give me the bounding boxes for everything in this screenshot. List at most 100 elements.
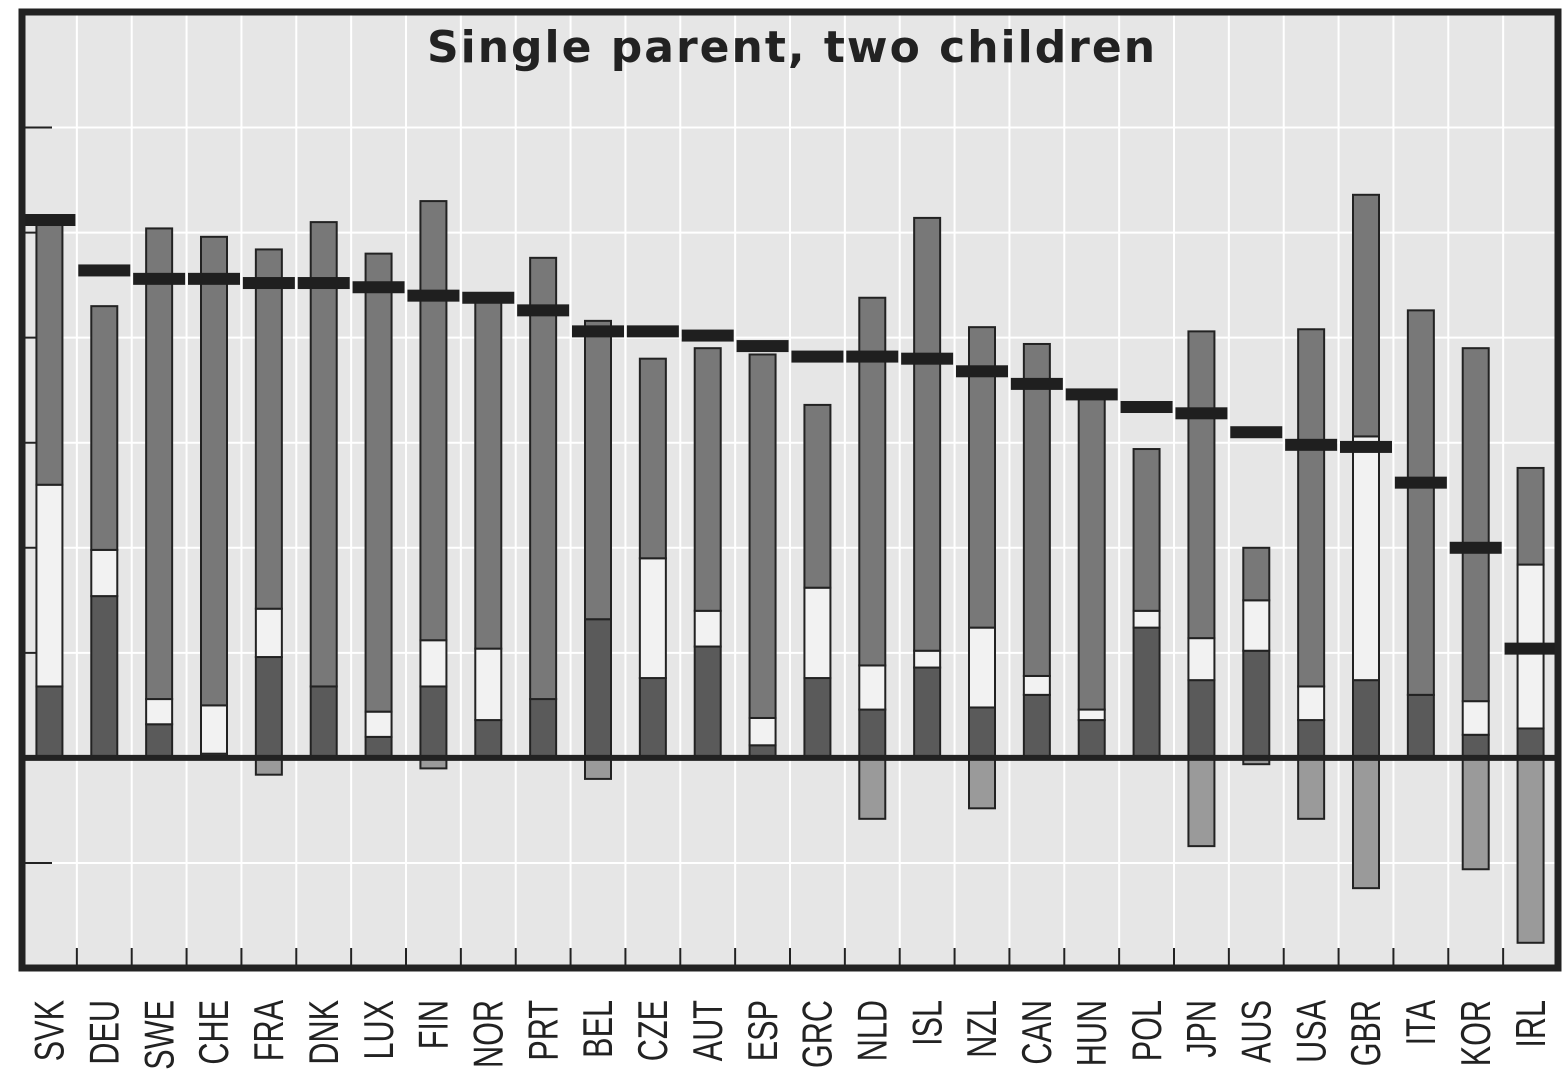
x-tick-label-hun: HUN xyxy=(1068,1000,1115,1066)
bar-segment-grc-s2 xyxy=(803,586,832,680)
total-marker-deu xyxy=(78,264,131,277)
total-marker-nor xyxy=(462,291,515,304)
bar-segment-svk-s3 xyxy=(35,214,64,486)
bar-segment-swe-s2 xyxy=(145,698,174,726)
bar-segment-nzl-s1 xyxy=(968,706,996,759)
bar-segment-irl-s4 xyxy=(1516,756,1545,944)
bar-segment-nor-s3 xyxy=(474,292,503,650)
bar-segment-usa-s4 xyxy=(1297,756,1326,820)
x-tick-label-pol: POL xyxy=(1123,1000,1170,1061)
total-marker-cze xyxy=(626,325,679,338)
bar-segment-kor-s2 xyxy=(1461,700,1490,736)
bar-segment-kor-s3 xyxy=(1461,347,1490,703)
bar-segment-bel-s1 xyxy=(584,618,612,759)
bar-segment-fra-s3 xyxy=(254,248,283,610)
total-marker-aut xyxy=(681,329,734,342)
x-tick-label-fra: FRA xyxy=(246,999,293,1061)
total-marker-ita xyxy=(1394,476,1447,489)
total-marker-esp xyxy=(736,340,789,353)
x-tick-label-ita: ITA xyxy=(1398,999,1445,1045)
bar-segment-cze-s1 xyxy=(638,677,667,759)
total-marker-usa xyxy=(1285,438,1338,451)
bar-segment-grc-s1 xyxy=(803,677,832,759)
bar-segment-jpn-s2 xyxy=(1187,637,1216,682)
bar-segment-fin-s1 xyxy=(419,685,448,759)
total-marker-nzl xyxy=(956,365,1008,378)
bar-segment-lux-s3 xyxy=(364,252,393,713)
bar-segment-nld-s4 xyxy=(858,756,887,820)
bar-segment-swe-s3 xyxy=(145,227,174,701)
bar-segment-gbr-s2 xyxy=(1352,435,1380,682)
total-marker-dnk xyxy=(297,277,350,290)
x-tick-label-prt: PRT xyxy=(520,1000,567,1061)
total-marker-che xyxy=(188,272,240,285)
total-marker-nld xyxy=(846,350,899,363)
bar-segment-aut-s2 xyxy=(693,609,722,648)
x-tick-label-grc: GRC xyxy=(794,1000,841,1068)
bar-segment-ita-s1 xyxy=(1406,693,1435,759)
bar-segment-lux-s2 xyxy=(364,710,393,738)
bar-segment-isl-s1 xyxy=(913,666,942,759)
x-tick-label-deu: DEU xyxy=(81,1000,128,1065)
x-tick-label-nor: NOR xyxy=(465,1000,512,1068)
bar-segment-usa-s1 xyxy=(1297,719,1326,759)
total-marker-grc xyxy=(791,350,844,363)
x-tick-label-aut: AUT xyxy=(684,1000,731,1061)
bar-segment-nzl-s2 xyxy=(968,626,996,709)
bar-segment-nld-s2 xyxy=(858,664,887,711)
total-marker-pol xyxy=(1120,401,1173,414)
bar-segment-can-s3 xyxy=(1022,342,1051,677)
bar-segment-bel-s3 xyxy=(584,319,612,621)
total-marker-lux xyxy=(352,281,405,294)
x-tick-label-can: CAN xyxy=(1014,1000,1061,1065)
bar-segment-esp-s3 xyxy=(748,353,777,719)
total-marker-fra xyxy=(242,277,295,290)
total-marker-irl xyxy=(1504,642,1557,655)
bar-segment-fra-s1 xyxy=(254,656,283,759)
bar-segment-fin-s2 xyxy=(419,639,448,688)
bar-segment-swe-s1 xyxy=(145,723,174,759)
total-marker-hun xyxy=(1065,388,1118,401)
bars xyxy=(35,193,1545,944)
bar-segment-irl-s3 xyxy=(1516,466,1545,566)
bar-segment-jpn-s1 xyxy=(1187,679,1216,759)
bar-segment-pol-s2 xyxy=(1132,609,1161,629)
bar-segment-irl-s1 xyxy=(1516,727,1545,759)
bar-segment-cze-s2 xyxy=(638,557,667,680)
x-tick-label-lux: LUX xyxy=(355,1000,402,1060)
bar-segment-nor-s2 xyxy=(474,647,503,722)
x-tick-labels: SVK DEU SWE CHE FRA DNK LUX FIN NOR PRT BEL CZE AUT E… xyxy=(26,999,1554,1069)
bar-segment-pol-s3 xyxy=(1132,448,1161,612)
bar-segment-deu-s2 xyxy=(90,548,119,598)
bar-segment-cze-s3 xyxy=(638,357,667,560)
total-marker-jpn xyxy=(1175,407,1228,420)
bar-segment-prt-s3 xyxy=(529,256,558,701)
x-tick-label-che: CHE xyxy=(191,1000,238,1065)
bar-segment-nzl-s4 xyxy=(968,756,996,810)
bar-segment-che-s2 xyxy=(200,704,228,755)
bar-segment-usa-s3 xyxy=(1297,328,1326,688)
bar-segment-aut-s1 xyxy=(693,645,722,759)
bar-segment-prt-s1 xyxy=(529,698,558,759)
bar-segment-ita-s3 xyxy=(1406,309,1435,696)
bar-segment-grc-s3 xyxy=(803,403,832,589)
total-marker-aus xyxy=(1230,426,1283,439)
bar-segment-can-s2 xyxy=(1022,674,1051,696)
bar-segment-hun-s1 xyxy=(1077,719,1106,759)
total-marker-bel xyxy=(572,325,624,338)
bar-segment-jpn-s4 xyxy=(1187,756,1216,848)
total-markers xyxy=(23,214,1557,655)
bar-segment-aus-s1 xyxy=(1242,649,1271,759)
bar-segment-aus-s3 xyxy=(1242,546,1271,602)
bar-segment-svk-s1 xyxy=(35,685,64,759)
x-tick-label-dnk: DNK xyxy=(300,1000,347,1065)
x-tick-label-aus: AUS xyxy=(1233,1000,1280,1063)
total-marker-isl xyxy=(901,352,954,365)
x-tick-label-esp: ESP xyxy=(739,1000,786,1061)
bar-segment-aut-s3 xyxy=(693,347,722,612)
x-tick-label-bel: BEL xyxy=(575,1000,622,1058)
bar-segment-isl-s2 xyxy=(913,649,942,669)
bar-segment-jpn-s3 xyxy=(1187,330,1216,640)
